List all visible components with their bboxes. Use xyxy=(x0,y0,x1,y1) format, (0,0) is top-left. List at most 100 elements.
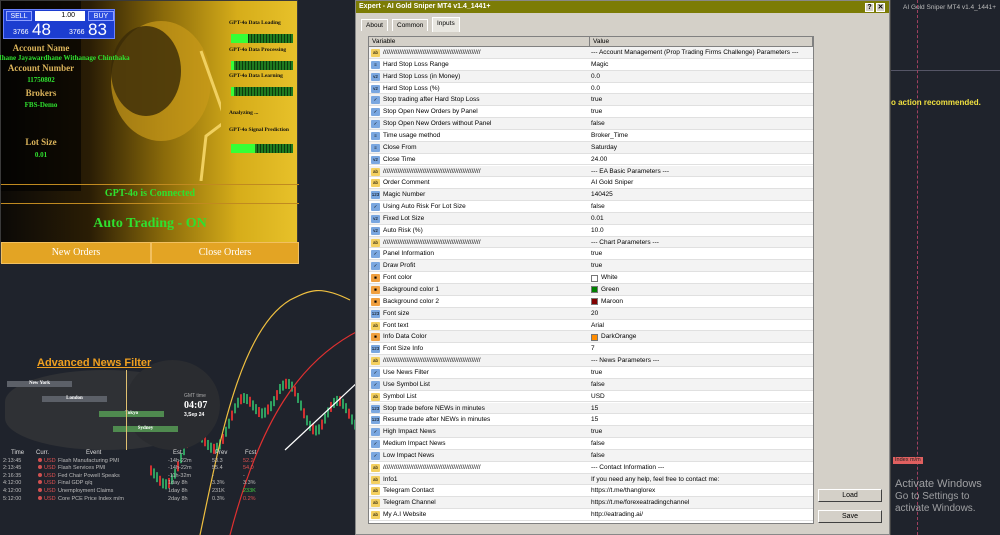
input-row[interactable]: ✓ Draw Profit true xyxy=(369,260,813,273)
input-row[interactable]: v2 Hard Stop Loss (in Money) 0.0 xyxy=(369,70,813,83)
input-row[interactable]: ✓ Low Impact News false xyxy=(369,449,813,462)
buy-price[interactable]: 3766 83 xyxy=(61,21,115,38)
input-row[interactable]: ab /////////////////////////////////////… xyxy=(369,236,813,249)
input-row[interactable]: ■ Background color 1 Green xyxy=(369,284,813,296)
secondary-chart[interactable]: AI Gold Sniper MT4 v1.4_1441+ o action r… xyxy=(890,0,1000,535)
input-row[interactable]: ≡ Hard Stop Loss Range Magic xyxy=(369,59,813,71)
variable-value[interactable]: false xyxy=(591,438,605,450)
variable-value[interactable]: White xyxy=(591,272,618,284)
input-row[interactable]: v2 Hard Stop Loss (%) 0.0 xyxy=(369,83,813,95)
variable-value[interactable]: If you need any help, feel free to conta… xyxy=(591,474,719,486)
input-row[interactable]: 123 Font size 20 xyxy=(369,307,813,320)
variable-name: Info Data Color xyxy=(383,333,427,341)
help-button[interactable]: ? xyxy=(865,3,874,12)
variable-value[interactable]: --- EA Basic Parameters --- xyxy=(591,166,669,178)
input-row[interactable]: ab /////////////////////////////////////… xyxy=(369,165,813,178)
variable-name: Telegram Channel xyxy=(383,499,436,507)
variable-value[interactable]: Magic xyxy=(591,59,608,71)
variable-value[interactable]: false xyxy=(591,450,605,462)
variable-value[interactable]: 7 xyxy=(591,343,595,355)
input-row[interactable]: ✓ High Impact News true xyxy=(369,426,813,439)
input-row[interactable]: ab /////////////////////////////////////… xyxy=(369,47,813,59)
input-row[interactable]: ✓ Stop Open New Orders by Panel true xyxy=(369,106,813,119)
variable-value[interactable]: 24.00 xyxy=(591,154,607,166)
variable-value[interactable]: https://t.me/forexeatradingchannel xyxy=(591,497,689,509)
input-row[interactable]: ✓ Stop Open New Orders without Panel fal… xyxy=(369,118,813,130)
tab-inputs[interactable]: Inputs xyxy=(432,17,460,32)
variable-value[interactable]: 0.0 xyxy=(591,83,600,95)
input-row[interactable]: ab Symbol List USD xyxy=(369,391,813,403)
input-row[interactable]: ■ Info Data Color DarkOrange xyxy=(369,331,813,344)
input-row[interactable]: ≡ Time usage method Broker_Time xyxy=(369,130,813,142)
variable-value[interactable]: true xyxy=(591,94,602,106)
variable-value[interactable]: 20 xyxy=(591,308,598,320)
lot-input[interactable]: 1.00 xyxy=(35,11,85,21)
input-row[interactable]: ≡ Close From Saturday xyxy=(369,141,813,154)
input-row[interactable]: ab /////////////////////////////////////… xyxy=(369,462,813,474)
input-row[interactable]: ■ Background color 2 Maroon xyxy=(369,296,813,308)
tab-common[interactable]: Common xyxy=(392,19,429,31)
variable-value[interactable]: true xyxy=(591,426,602,438)
variable-value[interactable]: 15 xyxy=(591,414,598,426)
variable-value[interactable]: --- Chart Parameters --- xyxy=(591,237,659,249)
close-orders-button[interactable]: Close Orders xyxy=(151,242,299,264)
variable-value[interactable]: true xyxy=(591,248,602,260)
close-button[interactable]: ✕ xyxy=(876,3,885,12)
buy-button[interactable]: BUY xyxy=(88,11,114,21)
variable-value[interactable]: Broker_Time xyxy=(591,130,628,142)
input-row[interactable]: 123 Resume trade after NEWs in minutes 1… xyxy=(369,414,813,427)
variable-value[interactable]: Green xyxy=(591,284,619,296)
variable-value[interactable]: 0.0 xyxy=(591,71,600,83)
variable-value[interactable]: true xyxy=(591,106,602,118)
variable-value[interactable]: Saturday xyxy=(591,142,617,154)
input-row[interactable]: ab Order Comment AI Gold Sniper xyxy=(369,177,813,190)
input-row[interactable]: ab Telegram Channel https://t.me/forexea… xyxy=(369,497,813,510)
input-row[interactable]: 123 Magic Number 140425 xyxy=(369,189,813,202)
input-row[interactable]: ab Font text Arial xyxy=(369,320,813,332)
variable-value[interactable]: 140425 xyxy=(591,189,613,201)
variable-value[interactable]: false xyxy=(591,379,605,391)
input-row[interactable]: ab Info1 If you need any help, feel free… xyxy=(369,473,813,486)
variable-value[interactable]: DarkOrange xyxy=(591,331,636,343)
input-row[interactable]: ab Telegram Contact https://t.me/thanglo… xyxy=(369,485,813,498)
input-row[interactable]: v2 Auto Risk (%) 10.0 xyxy=(369,225,813,237)
variable-value[interactable]: USD xyxy=(591,391,605,403)
variable-value[interactable]: false xyxy=(591,201,605,213)
variable-value[interactable]: Arial xyxy=(591,320,604,332)
column-header-value[interactable]: Value xyxy=(590,37,813,47)
variable-value[interactable]: AI Gold Sniper xyxy=(591,177,633,189)
variable-value[interactable]: --- News Parameters --- xyxy=(591,355,659,367)
load-button[interactable]: Load xyxy=(818,489,882,502)
column-header-variable[interactable]: Variable xyxy=(369,37,590,47)
variable-value[interactable]: true xyxy=(591,260,602,272)
input-row[interactable]: ✓ Use Symbol List false xyxy=(369,378,813,391)
variable-value[interactable]: true xyxy=(591,367,602,379)
input-row[interactable]: ✓ Panel Information true xyxy=(369,248,813,261)
input-row[interactable]: 123 Stop trade before NEWs in minutes 15 xyxy=(369,402,813,415)
input-row[interactable]: ✓ Stop trading after Hard Stop Loss true xyxy=(369,94,813,107)
input-row[interactable]: ✓ Using Auto Risk For Lot Size false xyxy=(369,201,813,213)
input-row[interactable]: v2 Close Time 24.00 xyxy=(369,154,813,166)
variable-value[interactable]: --- Account Management (Prop Trading Fir… xyxy=(591,47,798,59)
new-orders-button[interactable]: New Orders xyxy=(1,242,151,264)
variable-value[interactable]: 0.01 xyxy=(591,213,604,225)
sell-price[interactable]: 3766 48 xyxy=(5,21,59,38)
news-header: Event xyxy=(86,450,102,456)
variable-value[interactable]: http://eatrading.ai/ xyxy=(591,509,643,521)
variable-value[interactable]: https://t.me/thanglorex xyxy=(591,485,655,497)
variable-value[interactable]: 15 xyxy=(591,403,598,415)
input-row[interactable]: ✓ Use News Filter true xyxy=(369,367,813,379)
input-row[interactable]: ✓ Medium Impact News false xyxy=(369,438,813,450)
input-row[interactable]: ■ Font color White xyxy=(369,272,813,284)
variable-value[interactable]: Maroon xyxy=(591,296,623,308)
sell-button[interactable]: SELL xyxy=(6,11,32,21)
input-row[interactable]: 123 Font Size Info 7 xyxy=(369,343,813,356)
variable-value[interactable]: 10.0 xyxy=(591,225,604,237)
variable-value[interactable]: --- Contact Information --- xyxy=(591,462,664,474)
input-row[interactable]: v2 Fixed Lot Size 0.01 xyxy=(369,212,813,225)
input-row[interactable]: ab My A.I Website http://eatrading.ai/ xyxy=(369,509,813,521)
input-row[interactable]: ab /////////////////////////////////////… xyxy=(369,355,813,367)
save-button[interactable]: Save xyxy=(818,510,882,523)
variable-value[interactable]: false xyxy=(591,118,605,130)
tab-about[interactable]: About xyxy=(361,19,388,31)
